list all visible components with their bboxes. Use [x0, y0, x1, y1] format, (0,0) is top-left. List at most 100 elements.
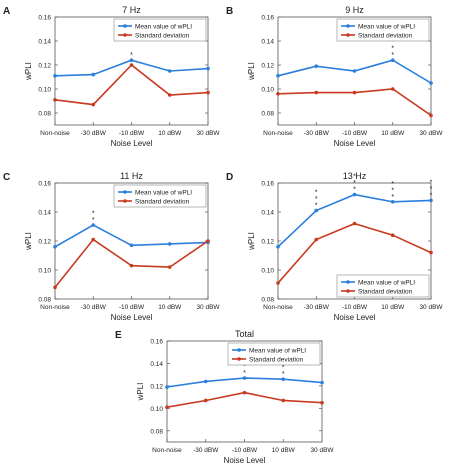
y-tick-label: 0.10 [261, 87, 274, 94]
significance-star: * [391, 187, 394, 194]
y-tick-label: 0.14 [150, 361, 163, 368]
y-tick-label: 0.08 [261, 297, 274, 304]
x-axis-label: Noise Level [111, 313, 153, 322]
data-point [129, 63, 134, 67]
x-tick-label: 30 dBW [419, 130, 443, 137]
series-line-sd [54, 63, 209, 106]
x-tick-label: 30 dBW [419, 304, 443, 311]
significance-star: * [243, 370, 246, 377]
y-tick-label: 0.12 [261, 63, 274, 70]
x-tick-label: -10 dBW [119, 130, 145, 137]
data-point [276, 74, 280, 78]
series-line-mean [277, 193, 432, 248]
data-point [352, 90, 357, 95]
chart-title: 11 Hz [120, 171, 143, 181]
legend-entry: Mean value of wPLI [358, 23, 415, 30]
legend-marker [346, 280, 350, 284]
data-point [91, 72, 96, 77]
significance-star: * [243, 364, 246, 371]
data-point [167, 93, 172, 97]
series-line-sd [277, 222, 432, 284]
x-tick-label: 10 dBW [158, 130, 182, 137]
x-tick-label: -10 dBW [342, 304, 368, 311]
y-tick-label: 0.14 [38, 39, 51, 46]
legend-marker [237, 357, 241, 361]
x-tick-label: 30 dBW [196, 304, 220, 311]
chart-title: 7 Hz [122, 5, 141, 15]
significance-star: * [430, 179, 433, 186]
data-point [242, 376, 247, 380]
significance-star: * [391, 39, 394, 46]
data-point [352, 69, 357, 73]
series-line-sd [166, 391, 323, 408]
y-tick-label: 0.08 [150, 428, 163, 435]
legend-marker [123, 190, 127, 194]
y-axis-label: wPLI [247, 232, 256, 251]
legend: Mean value of wPLI Standard deviation [113, 184, 207, 208]
data-point [320, 400, 324, 405]
data-point [276, 245, 280, 249]
panel-letter: A [3, 6, 10, 17]
y-tick-label: 0.10 [261, 268, 274, 275]
x-tick-label: Non-noise [152, 447, 182, 454]
x-axis-label: Noise Level [111, 139, 153, 148]
data-point [203, 398, 208, 403]
x-tick-label: -30 dBW [193, 447, 219, 454]
legend-box [336, 274, 430, 298]
y-tick-label: 0.14 [38, 210, 51, 217]
data-point [390, 58, 395, 62]
significance-star: * [282, 365, 285, 372]
x-tick-label: 30 dBW [310, 447, 334, 454]
x-tick-label: 10 dBW [272, 447, 296, 454]
significance-star: * [391, 52, 394, 59]
legend-entry: Standard deviation [358, 288, 413, 295]
data-point [53, 285, 57, 290]
legend-marker [346, 289, 350, 293]
x-tick-label: Non-noise [263, 130, 293, 137]
data-point [314, 208, 319, 213]
data-point [91, 223, 96, 227]
significance-star: * [391, 181, 394, 188]
legend-entry: Mean value of wPLI [358, 279, 415, 286]
legend-entry: Mean value of wPLI [135, 189, 192, 196]
significance-star: * [391, 46, 394, 53]
data-point [320, 380, 324, 385]
y-tick-label: 0.16 [38, 15, 51, 22]
x-tick-label: Non-noise [40, 304, 70, 311]
data-point [129, 58, 134, 62]
significance-star: * [430, 192, 433, 199]
legend-box [227, 342, 321, 366]
y-tick-label: 0.12 [150, 383, 163, 390]
data-point [352, 221, 357, 226]
legend-marker [123, 33, 127, 37]
y-tick-label: 0.12 [38, 63, 51, 70]
y-axis-label: wPLI [24, 232, 33, 251]
data-point [390, 200, 395, 204]
significance-star: * [353, 180, 356, 187]
x-tick-label: Non-noise [40, 130, 70, 137]
data-point [352, 192, 357, 197]
y-axis-label: wPLI [247, 62, 256, 81]
data-point [390, 87, 395, 91]
data-point [206, 239, 210, 243]
significance-star: * [391, 194, 394, 201]
y-axis-label: wPLI [136, 383, 145, 402]
significance-star: * [315, 196, 318, 203]
x-tick-label: Non-noise [263, 304, 293, 311]
x-tick-label: -30 dBW [81, 304, 107, 311]
data-point [129, 263, 134, 268]
legend-entry: Standard deviation [135, 198, 190, 205]
significance-star: * [282, 371, 285, 378]
data-point [276, 281, 280, 285]
significance-star: * [315, 190, 318, 197]
significance-star: * [92, 217, 95, 224]
panel-a: A 7 Hz 0.08 0.10 0.12 0.14 0.16 Non-noise -30 dB… [3, 5, 220, 148]
legend-entry: Mean value of wPLI [135, 23, 192, 30]
x-tick-label: -30 dBW [81, 130, 107, 137]
data-point [91, 237, 96, 242]
panel-letter: C [3, 172, 10, 183]
x-axis-label: Noise Level [334, 313, 376, 322]
panel-letter: E [115, 330, 122, 341]
legend-marker [237, 348, 241, 352]
